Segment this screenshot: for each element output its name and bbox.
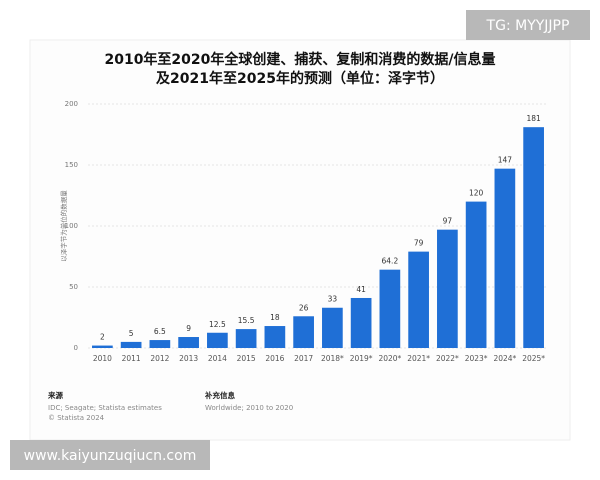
value-label: 181 bbox=[526, 114, 541, 123]
x-tick-label: 2018* bbox=[321, 354, 344, 363]
x-tick-label: 2014 bbox=[208, 354, 227, 363]
x-tick-label: 2023* bbox=[465, 354, 488, 363]
bar bbox=[178, 337, 199, 348]
source-title: 来源 bbox=[47, 390, 63, 400]
value-label: 26 bbox=[299, 303, 309, 312]
value-label: 120 bbox=[469, 189, 484, 198]
value-label: 18 bbox=[270, 313, 280, 322]
y-tick-label: 150 bbox=[65, 161, 78, 169]
chart-card bbox=[29, 39, 571, 441]
value-label: 97 bbox=[443, 217, 453, 226]
bar bbox=[322, 307, 343, 348]
x-tick-label: 2013 bbox=[179, 354, 198, 363]
x-tick-label: 2016 bbox=[265, 354, 284, 363]
source: © Statista 2024 bbox=[48, 414, 105, 422]
bar bbox=[293, 316, 314, 348]
value-label: 41 bbox=[356, 285, 366, 294]
watermark-box bbox=[466, 10, 590, 40]
y-tick-label: 100 bbox=[65, 222, 78, 230]
x-tick-label: 2020* bbox=[378, 354, 401, 363]
value-label: 33 bbox=[328, 295, 338, 304]
bar bbox=[120, 341, 142, 348]
value-label: 147 bbox=[498, 156, 513, 165]
y-axis-label: 以泽字节为单位的数据量 bbox=[59, 190, 68, 262]
bar bbox=[437, 229, 458, 348]
x-tick-label: 2021* bbox=[407, 354, 430, 363]
x-tick-label: 2010 bbox=[93, 354, 112, 363]
y-tick-label: 200 bbox=[65, 100, 78, 108]
value-label: 12.5 bbox=[209, 320, 226, 329]
bar bbox=[235, 329, 257, 348]
website: www.kaiyunzuqiucn.com bbox=[24, 448, 197, 464]
value-label: 15.5 bbox=[238, 316, 255, 325]
source: IDC; Seagate; Statista estimates bbox=[48, 404, 162, 412]
bar bbox=[264, 326, 286, 348]
bar bbox=[523, 127, 544, 349]
bar bbox=[465, 201, 487, 348]
chart-title: 及2021年至2025年的预测（单位：泽字节） bbox=[156, 70, 444, 87]
bar bbox=[494, 168, 516, 348]
value-label: 5 bbox=[129, 329, 134, 338]
x-tick-label: 2015 bbox=[237, 354, 256, 363]
x-tick-label: 2012 bbox=[150, 354, 169, 363]
bar bbox=[207, 332, 228, 348]
info: Worldwide; 2010 to 2020 bbox=[205, 404, 293, 412]
bar bbox=[350, 297, 372, 348]
value-label: 2 bbox=[100, 333, 105, 342]
y-tick-label: 0 bbox=[74, 344, 78, 352]
x-tick-label: 2025* bbox=[522, 354, 545, 363]
value-label: 79 bbox=[414, 239, 424, 248]
value-label: 9 bbox=[186, 324, 191, 333]
x-tick-label: 2017 bbox=[294, 354, 313, 363]
x-tick-label: 2024* bbox=[493, 354, 516, 363]
website-box bbox=[10, 440, 210, 470]
y-tick-label: 50 bbox=[69, 283, 78, 291]
chart-title: 2010年至2020年全球创建、捕获、复制和消费的数据/信息量 bbox=[104, 51, 495, 68]
x-tick-label: 2011 bbox=[122, 354, 141, 363]
bar bbox=[408, 251, 429, 348]
bar bbox=[149, 340, 171, 348]
info-title: 补充信息 bbox=[204, 390, 235, 400]
watermark: TG: MYYJJPP bbox=[486, 18, 570, 34]
value-label: 64.2 bbox=[382, 257, 399, 266]
bar bbox=[379, 269, 401, 348]
bar bbox=[92, 345, 113, 348]
value-label: 6.5 bbox=[154, 327, 166, 336]
x-tick-label: 2019* bbox=[350, 354, 373, 363]
x-tick-label: 2022* bbox=[436, 354, 459, 363]
